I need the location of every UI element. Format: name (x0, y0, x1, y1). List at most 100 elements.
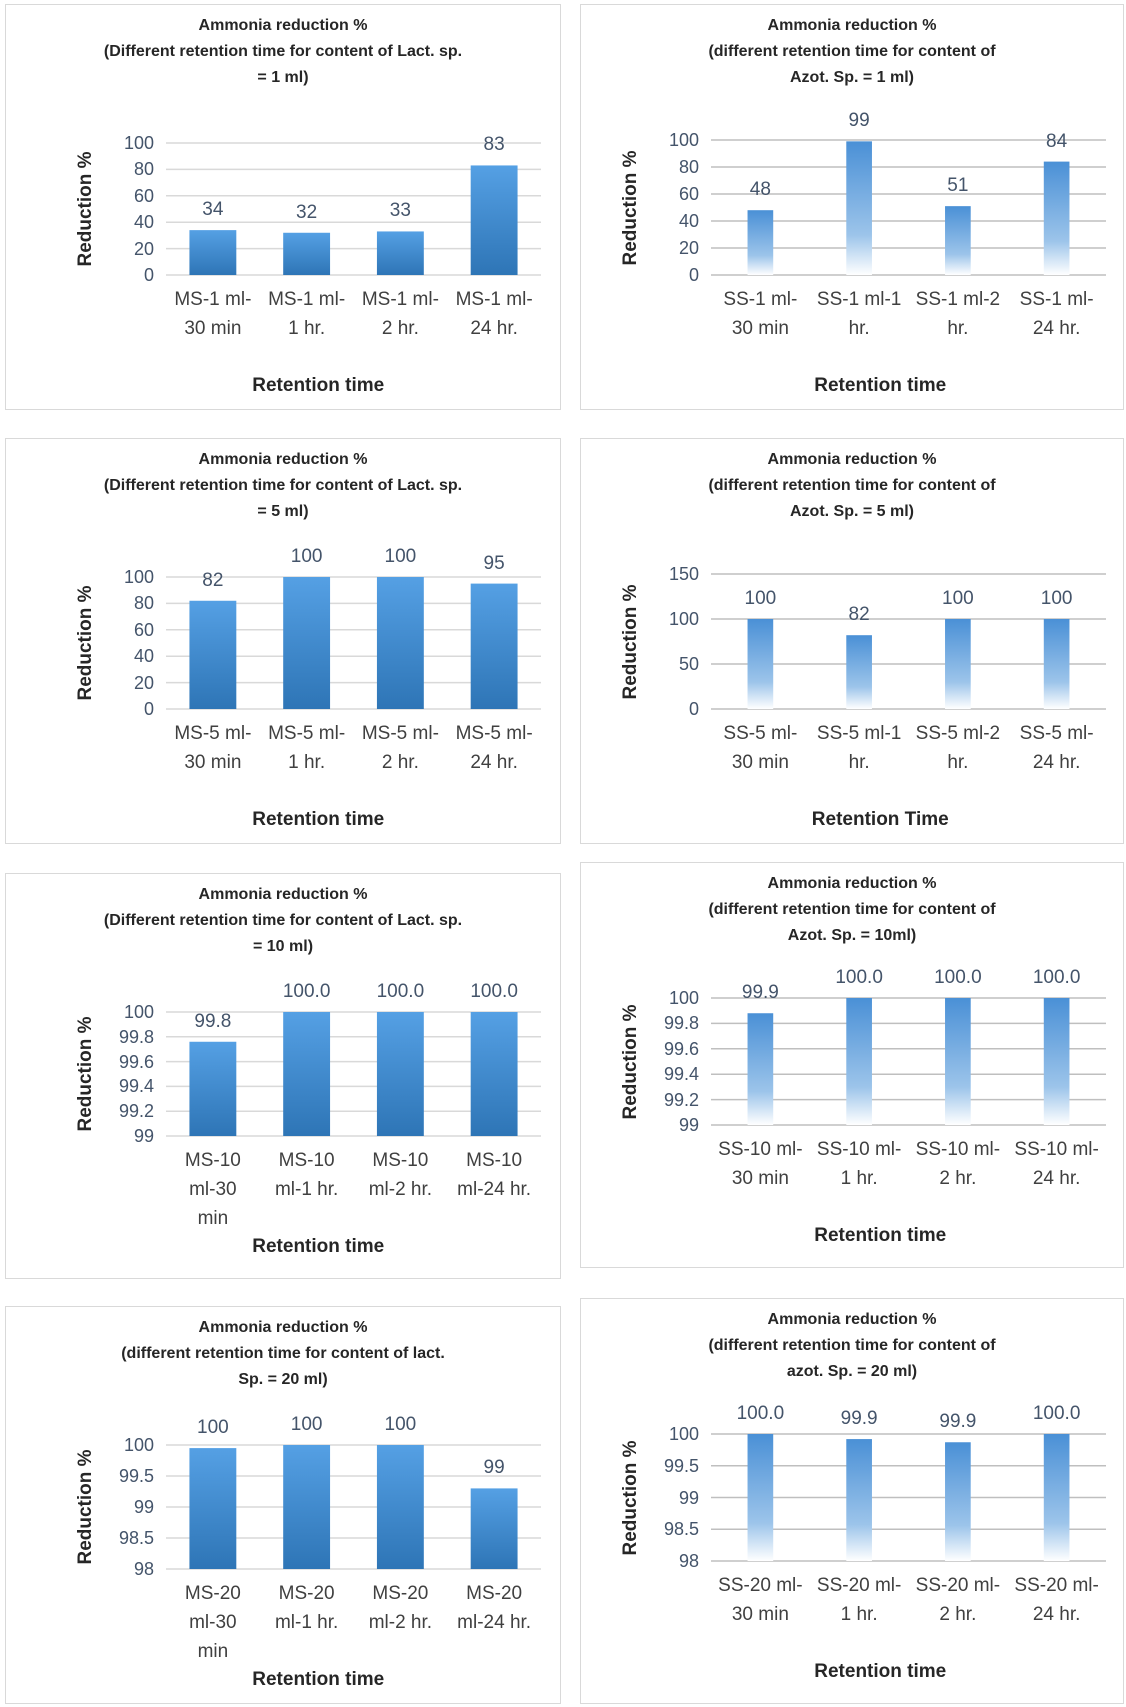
x-axis-title: Retention Time (811, 809, 949, 830)
y-tick-label: 0 (143, 699, 154, 719)
x-tick-label: SS-20 ml- 24 hr. (1014, 1575, 1099, 1625)
y-tick-label: 0 (143, 265, 154, 285)
chart-title: Ammonia reduction % (different retention… (708, 451, 996, 520)
x-tick-label: MS-10 ml-24 hr. (457, 1150, 532, 1200)
x-tick-label: SS-5 ml-2 hr. (915, 723, 1001, 773)
value-label: 48 (749, 179, 771, 201)
y-tick-label: 99.4 (118, 1076, 154, 1097)
y-axis-title: Reduction % (75, 585, 96, 701)
y-tick-label: 0 (688, 699, 699, 719)
chart-panel: Ammonia reduction % (different retention… (580, 4, 1124, 410)
y-tick-label: 50 (678, 654, 699, 674)
bar (747, 210, 774, 275)
bar (747, 1434, 774, 1561)
chart (166, 1011, 541, 1137)
chart (711, 139, 1106, 276)
bar (846, 141, 872, 275)
x-tick-label: SS-20 ml- 30 min (718, 1575, 803, 1625)
chart-title: Ammonia reduction % (Different retention… (103, 17, 463, 86)
x-tick-label: MS-1 ml- 1 hr. (268, 289, 346, 339)
chart-panel: Ammonia reduction % (Different retention… (5, 438, 561, 844)
x-tick-label: MS-5 ml- 2 hr. (361, 723, 439, 773)
bar (945, 1442, 971, 1561)
x-tick-label: MS-20 ml-30 min (184, 1583, 241, 1662)
x-axis-title: Retention time (252, 1669, 385, 1690)
y-tick-label: 20 (133, 238, 154, 259)
bar (470, 1012, 518, 1136)
chart-title: Ammonia reduction % (Different retention… (103, 451, 463, 520)
chart-panel: Ammonia reduction % (different retention… (580, 1298, 1124, 1704)
y-tick-label: 20 (678, 238, 699, 258)
y-axis-title: Reduction % (620, 149, 641, 266)
y-tick-label: 100 (668, 1424, 699, 1444)
x-tick-label: MS-5 ml- 1 hr. (268, 723, 346, 773)
x-tick-label: SS-20 ml- 1 hr. (816, 1575, 902, 1625)
x-tick-label: SS-10 ml- 30 min (718, 1139, 803, 1189)
value-label: 99.9 (939, 1411, 977, 1433)
y-tick-label: 150 (668, 564, 699, 584)
bar (1043, 619, 1070, 709)
y-axis-title: Reduction % (75, 1016, 96, 1132)
bar (470, 1488, 518, 1569)
y-tick-label: 100 (668, 130, 699, 150)
bar (945, 619, 971, 709)
value-label: 100.0 (934, 967, 982, 988)
bar (945, 998, 971, 1125)
y-tick-label: 99 (678, 1487, 699, 1508)
y-tick-label: 40 (678, 211, 699, 231)
x-tick-label: SS-1 ml- 24 hr. (1019, 289, 1094, 339)
x-tick-label: MS-20 ml-24 hr. (457, 1583, 532, 1633)
y-tick-label: 98.5 (663, 1519, 699, 1540)
y-tick-label: 60 (133, 185, 154, 206)
value-label: 100.0 (282, 981, 331, 1002)
x-tick-label: SS-10 ml- 2 hr. (915, 1139, 1001, 1189)
value-label: 100 (290, 546, 323, 567)
y-tick-label: 99.8 (118, 1026, 154, 1047)
y-tick-label: 60 (678, 184, 699, 204)
value-label: 82 (848, 604, 870, 626)
x-tick-label: SS-5 ml- 30 min (723, 723, 798, 773)
value-label: 99 (483, 1457, 505, 1479)
value-label: 33 (389, 200, 411, 222)
chart (711, 573, 1106, 710)
value-label: 51 (947, 175, 969, 197)
bar (189, 600, 237, 709)
y-axis-title: Reduction % (620, 583, 641, 700)
x-tick-label: SS-10 ml- 24 hr. (1014, 1139, 1099, 1189)
y-axis-title: Reduction % (75, 1449, 96, 1565)
x-tick-label: MS-1 ml- 2 hr. (361, 289, 439, 339)
bar (945, 206, 971, 275)
x-tick-label: MS-5 ml- 24 hr. (455, 723, 533, 773)
y-tick-label: 40 (133, 212, 154, 233)
bar (470, 583, 518, 709)
chart (711, 1433, 1106, 1562)
bar (189, 1448, 237, 1569)
chart-title: Ammonia reduction % (different retention… (708, 875, 996, 944)
y-tick-label: 98 (678, 1551, 699, 1571)
y-tick-label: 60 (133, 619, 154, 640)
value-label: 100.0 (470, 981, 518, 1002)
chart (711, 997, 1106, 1126)
y-tick-label: 40 (133, 646, 154, 667)
bar (283, 577, 331, 709)
bar (470, 165, 518, 275)
x-tick-label: SS-1 ml-2 hr. (915, 289, 1001, 339)
chart-title: Ammonia reduction % (different retention… (708, 1311, 996, 1380)
bar (376, 577, 424, 709)
y-tick-label: 100 (123, 1435, 154, 1455)
y-tick-label: 98 (133, 1559, 154, 1579)
y-tick-label: 99.6 (663, 1038, 699, 1059)
bar (376, 1445, 424, 1569)
y-tick-label: 20 (133, 672, 154, 693)
chart-title: Ammonia reduction % (Different retention… (103, 886, 463, 955)
bar (846, 1439, 872, 1561)
x-axis-title: Retention time (814, 375, 947, 396)
bar (376, 231, 424, 275)
value-label: 95 (483, 552, 505, 574)
chart (166, 142, 541, 276)
y-axis-title: Reduction % (75, 151, 96, 267)
bar (1043, 161, 1070, 275)
x-tick-label: SS-10 ml- 1 hr. (816, 1139, 902, 1189)
bar (189, 230, 237, 275)
